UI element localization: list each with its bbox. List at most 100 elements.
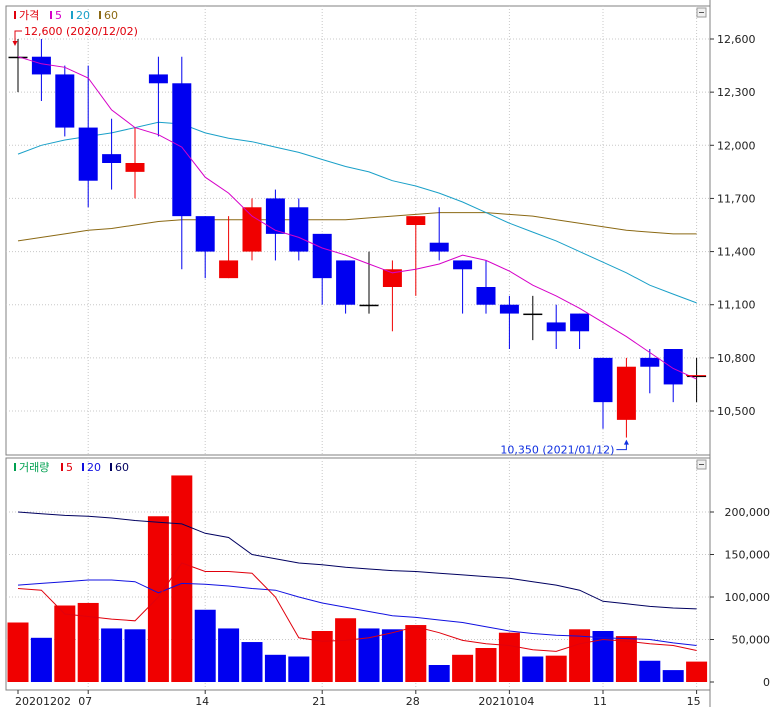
candle-body xyxy=(242,207,262,252)
candle-body xyxy=(406,216,426,225)
price-legend-swatch xyxy=(50,11,52,19)
price-legend-label: 20 xyxy=(76,9,90,22)
volume-bar xyxy=(405,625,427,682)
candle-body xyxy=(593,357,613,403)
candle-body xyxy=(663,349,683,385)
volume-bar xyxy=(615,636,637,682)
price-ytick-label: 10,500 xyxy=(717,405,756,418)
volume-bar xyxy=(77,602,99,682)
volume-ytick-label: 150,000 xyxy=(725,549,771,562)
price-legend-label: 5 xyxy=(55,9,62,22)
volume-bar xyxy=(358,628,380,682)
candle-body xyxy=(546,322,566,332)
price-ytick-label: 12,600 xyxy=(717,33,756,46)
volume-ytick-label: 50,000 xyxy=(732,634,771,647)
xtick-label: 20210104 xyxy=(478,695,534,707)
vma20-line xyxy=(17,579,697,646)
price-legend-label: 60 xyxy=(104,9,118,22)
volume-legend-label: 5 xyxy=(66,461,73,474)
vma5-line xyxy=(17,562,697,652)
price-panel xyxy=(5,5,711,456)
volume-legend-label: 60 xyxy=(115,461,129,474)
volume-bar xyxy=(171,475,193,682)
volume-bar xyxy=(498,632,520,682)
volume-bar xyxy=(592,631,614,682)
price-ytick-label: 11,400 xyxy=(717,246,756,259)
volume-legend-swatch xyxy=(14,463,16,471)
candle-body xyxy=(148,74,168,84)
volume-bar xyxy=(522,656,544,682)
ma5-line xyxy=(17,56,697,380)
price-legend-swatch xyxy=(14,11,16,19)
volume-bar xyxy=(428,665,450,682)
volume-bar xyxy=(686,661,708,682)
candle-body xyxy=(195,216,215,252)
volume-legend-label: 거래량 xyxy=(19,461,49,474)
volume-bar xyxy=(194,609,216,682)
candle-body xyxy=(78,127,98,181)
volume-bar xyxy=(288,656,310,682)
volume-ytick-label: 200,000 xyxy=(725,506,771,519)
candle-body xyxy=(336,260,356,305)
volume-bar xyxy=(241,642,263,682)
volume-bar xyxy=(101,628,123,682)
volume-bar xyxy=(30,637,52,682)
volume-bar xyxy=(381,629,403,682)
volume-bar xyxy=(335,618,357,682)
high-annotation: 12,600 (2020/12/02) xyxy=(24,25,138,38)
candle-body xyxy=(616,366,636,420)
candle-body xyxy=(523,313,543,316)
candle-body xyxy=(219,260,239,279)
candle-body xyxy=(687,375,707,378)
volume-bar xyxy=(54,605,76,682)
candle-body xyxy=(265,198,285,234)
volume-bar xyxy=(7,622,29,682)
ma20-line xyxy=(17,121,697,304)
xtick-label: 07 xyxy=(78,695,92,707)
price-ytick-label: 11,100 xyxy=(717,299,756,312)
candle-body xyxy=(312,233,332,279)
high-annotation-arrow xyxy=(14,30,22,45)
volume-bar xyxy=(475,648,497,682)
price-ytick-label: 12,300 xyxy=(717,86,756,99)
candle-body xyxy=(359,304,379,307)
xtick-label: 14 xyxy=(195,695,209,707)
candle-body xyxy=(31,56,51,75)
xtick-label: 21 xyxy=(312,695,326,707)
candle-body xyxy=(476,287,496,305)
volume-legend-swatch xyxy=(82,463,84,471)
xtick-label: 15 xyxy=(687,695,701,707)
xtick-label: 20201202 xyxy=(15,695,71,707)
candle-body xyxy=(125,163,145,172)
volume-bar xyxy=(639,660,661,682)
vma60-line xyxy=(17,511,697,610)
candle-body xyxy=(102,154,122,163)
volume-bar xyxy=(218,628,240,682)
price-legend-swatch xyxy=(71,11,73,19)
volume-bar xyxy=(147,516,169,682)
volume-bar xyxy=(311,631,333,682)
volume-ytick-label: 100,000 xyxy=(725,591,771,604)
candle-body xyxy=(429,242,449,252)
price-legend-label: 가격 xyxy=(19,9,39,22)
volume-bar xyxy=(569,629,591,682)
candle-body xyxy=(499,304,519,314)
candle-body xyxy=(570,313,590,332)
volume-bar xyxy=(545,655,567,682)
candle-body xyxy=(172,83,192,217)
ma60-line xyxy=(17,212,697,242)
price-ytick-label: 10,800 xyxy=(717,352,756,365)
low-annotation-arrowhead xyxy=(623,439,629,445)
candle-body xyxy=(55,74,75,128)
high-annotation-arrowhead xyxy=(12,41,18,46)
volume-legend-swatch xyxy=(61,463,63,471)
volume-bar xyxy=(452,654,474,682)
price-legend-swatch xyxy=(99,11,101,19)
volume-bar xyxy=(124,629,146,682)
candle-body xyxy=(640,357,660,367)
candle-body xyxy=(453,260,473,270)
volume-ytick-label: 0 xyxy=(763,676,770,689)
low-annotation: 10,350 (2021/01/12) xyxy=(500,444,614,457)
price-ytick-label: 12,000 xyxy=(717,139,756,152)
